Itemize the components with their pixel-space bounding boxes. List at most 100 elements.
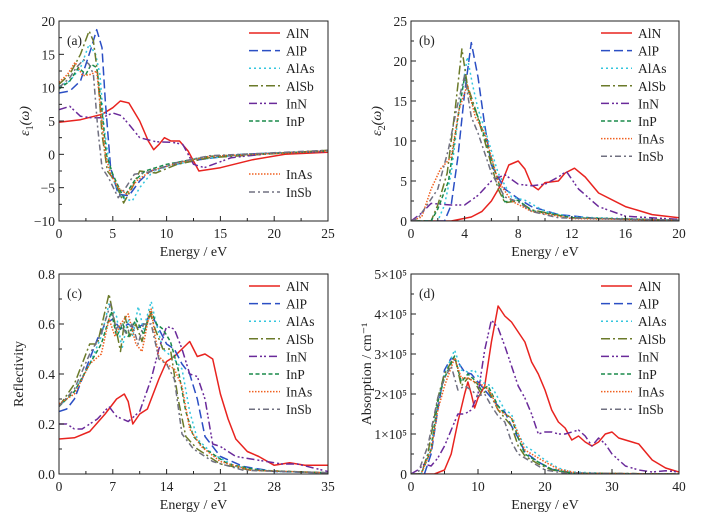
panel-label: (d): [419, 286, 435, 301]
series-line-InP: [411, 355, 679, 474]
legend-label: InAs: [638, 132, 664, 147]
legend-label: InP: [286, 114, 305, 129]
legend-label: AlN: [286, 26, 310, 41]
x-tick-label: 12: [565, 226, 579, 241]
y-tick-label: 25: [394, 14, 408, 29]
y-tick-label: 15: [42, 47, 56, 62]
legend-item-InAs: InAs: [601, 132, 664, 147]
y-axis-label: Reflectivity: [12, 341, 27, 407]
legend-label: AlP: [286, 44, 307, 59]
legend-label: AlAs: [638, 61, 667, 76]
y-label-main: ε: [18, 130, 33, 136]
y-tick-label: 1×10⁵: [374, 427, 407, 442]
legend-item-AlN: AlN: [601, 26, 662, 41]
legend-item-InP: InP: [601, 367, 657, 382]
x-tick-label: 10: [160, 226, 174, 241]
x-tick-label: 0: [408, 479, 415, 494]
x-axis-label: Energy / eV: [511, 245, 578, 260]
x-axis-label: Energy / eV: [160, 498, 227, 513]
legend-item-AlN: AlN: [601, 279, 662, 294]
y-label-main: Reflectivity: [12, 341, 27, 407]
series-line-AlAs: [59, 43, 328, 202]
legend-label: InN: [638, 349, 659, 364]
legend-label: AlP: [638, 44, 659, 59]
y-label-sub: 2: [377, 125, 388, 130]
legend-item-InN: InN: [601, 96, 659, 111]
series-group: [59, 293, 328, 474]
legend-label: AlN: [286, 279, 310, 294]
y-tick-label: 0.8: [38, 267, 55, 282]
y-tick-label: 10: [394, 134, 408, 149]
legend: AlN AlP AlAs AlSb InN InP InAs InSb: [601, 26, 667, 164]
x-tick-label: 20: [267, 226, 281, 241]
x-tick-label: 20: [538, 479, 552, 494]
x-tick-label: 0: [56, 226, 63, 241]
y-tick-label: 0: [400, 214, 407, 229]
panel-d: 0 10 20 30 40 0 1×10⁵ 2×10⁵ 3×10⁵ 4×10⁵ 5×10⁵ Energ…: [360, 267, 686, 513]
legend-label: InAs: [286, 385, 312, 400]
legend-label: InAs: [286, 167, 312, 182]
series-line-InP: [59, 63, 328, 199]
legend-item-InAs: InAs: [249, 167, 312, 182]
x-tick-label: 8: [515, 226, 522, 241]
legend-label: InP: [286, 367, 305, 382]
y-tick-label: 0.6: [38, 317, 55, 332]
series-line-AlN: [59, 100, 328, 172]
panel-label: (b): [419, 33, 435, 48]
legend-item-InN: InN: [601, 349, 659, 364]
x-tick-label: 7: [109, 479, 116, 494]
y-tick-label: 5: [400, 174, 407, 189]
legend-item-InSb: InSb: [601, 149, 664, 164]
y-tick-label: 4×10⁵: [374, 307, 407, 322]
y-tick-label: 5: [48, 114, 55, 129]
legend-label: InSb: [638, 149, 664, 164]
y-label-sub: 1: [25, 125, 36, 130]
y-tick-label: 2×10⁵: [374, 387, 407, 402]
legend-label: AlN: [638, 279, 662, 294]
y-tick-label: 0.2: [38, 417, 55, 432]
series-line-AlN: [59, 340, 328, 467]
series-line-InAs: [59, 308, 328, 474]
x-axis-label: Energy / eV: [160, 245, 227, 260]
y-axis-label: ε1(ω): [18, 106, 36, 136]
series-line-InN: [59, 325, 328, 473]
legend-label: InSb: [286, 402, 312, 417]
series-line-AlP: [59, 313, 328, 474]
legend-item-InP: InP: [249, 114, 305, 129]
x-tick-label: 0: [56, 479, 63, 494]
legend-item-AlSb: AlSb: [249, 332, 314, 347]
x-tick-label: 5: [109, 226, 116, 241]
x-tick-label: 0: [408, 226, 415, 241]
legend-label: AlSb: [638, 79, 666, 94]
y-tick-label: 0.4: [38, 367, 55, 382]
legend-label: AlP: [638, 297, 659, 312]
x-tick-label: 15: [214, 226, 228, 241]
legend-label: InN: [638, 96, 659, 111]
x-tick-label: 20: [672, 226, 686, 241]
legend-item-InP: InP: [601, 114, 657, 129]
legend-item-InAs: InAs: [249, 385, 312, 400]
legend-label: AlP: [286, 297, 307, 312]
series-line-AlN: [411, 160, 679, 221]
series-line-InN: [411, 319, 679, 474]
x-tick-label: 28: [267, 479, 281, 494]
legend-item-AlP: AlP: [249, 44, 307, 59]
series-line-InN: [59, 105, 328, 169]
legend-item-AlSb: AlSb: [601, 332, 666, 347]
series-line-AlAs: [411, 349, 679, 474]
x-tick-label: 21: [214, 479, 228, 494]
series-group: [59, 28, 328, 204]
y-label-rest: (ω): [18, 106, 33, 126]
legend-item-AlAs: AlAs: [601, 314, 667, 329]
legend-label: AlAs: [286, 314, 315, 329]
legend-item-AlP: AlP: [601, 44, 659, 59]
legend-item-AlSb: AlSb: [249, 79, 314, 94]
y-tick-label: 20: [42, 14, 56, 29]
legend-item-AlSb: AlSb: [601, 79, 666, 94]
panel-label: (a): [67, 33, 82, 48]
legend-item-InN: InN: [249, 349, 307, 364]
legend-item-AlAs: AlAs: [601, 61, 667, 76]
legend-label: AlN: [638, 26, 662, 41]
legend: AlN AlP AlAs AlSb InN InP InAs InSb: [249, 279, 315, 417]
